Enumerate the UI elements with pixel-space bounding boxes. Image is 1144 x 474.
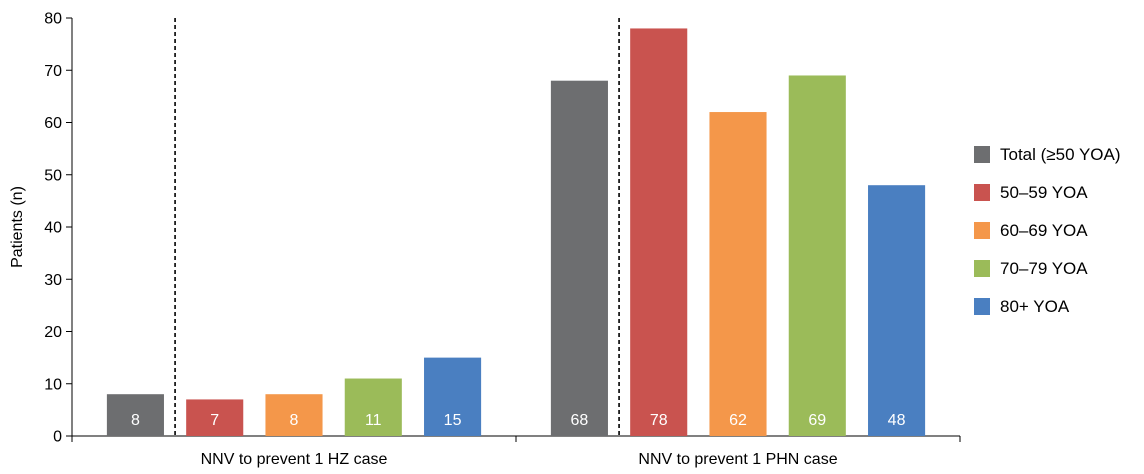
legend: Total (≥50 YOA) 50–59 YOA 60–69 YOA 70–79 Y… (974, 145, 1121, 316)
bar (106, 394, 164, 436)
legend-label: 50–59 YOA (1000, 183, 1088, 202)
bar (344, 378, 402, 436)
bar (550, 80, 608, 436)
legend-label: 60–69 YOA (1000, 221, 1088, 240)
y-axis-title: Patients (n) (9, 186, 26, 268)
x-ticks (71, 436, 961, 442)
bar-value-label: 69 (808, 412, 826, 429)
bar-value-labels: 8 7 8 11 15 68 78 62 69 48 (131, 412, 906, 429)
y-tick-label: 30 (44, 272, 62, 289)
legend-swatch (974, 260, 990, 277)
x-category-label: NNV to prevent 1 PHN case (638, 451, 837, 468)
bar (788, 75, 846, 436)
legend-swatch (974, 146, 990, 163)
bar (265, 394, 323, 436)
y-ticks: 0 10 20 30 40 50 60 70 80 (44, 11, 72, 446)
y-tick-label: 70 (44, 63, 62, 80)
bar-value-label: 78 (650, 412, 668, 429)
x-category-labels: NNV to prevent 1 HZ case NNV to prevent 1… (201, 451, 838, 468)
legend-label: 80+ YOA (1000, 297, 1070, 316)
bar (630, 28, 688, 436)
bar (424, 357, 482, 436)
y-tick-label: 0 (53, 429, 62, 446)
bar-value-label: 15 (444, 412, 462, 429)
y-tick-label: 50 (44, 167, 62, 184)
bar-value-label: 11 (365, 412, 382, 429)
y-tick-label: 10 (44, 376, 62, 393)
legend-swatch (974, 184, 990, 201)
bar-value-label: 8 (131, 412, 140, 429)
legend-label: 70–79 YOA (1000, 259, 1088, 278)
legend-swatch (974, 298, 990, 315)
y-axis: 0 10 20 30 40 50 60 70 80 Patients (n) (9, 11, 73, 446)
x-category-label: NNV to prevent 1 HZ case (201, 451, 388, 468)
y-tick-label: 60 (44, 115, 62, 132)
bar (868, 185, 926, 436)
bar (709, 112, 767, 437)
y-tick-label: 80 (44, 11, 62, 28)
y-tick-label: 20 (44, 324, 62, 341)
legend-label: Total (≥50 YOA) (1000, 145, 1121, 164)
bar-value-label: 48 (888, 412, 906, 429)
legend-swatch (974, 222, 990, 239)
bar (186, 399, 244, 436)
x-axis: NNV to prevent 1 HZ case NNV to prevent 1… (71, 435, 961, 468)
bars (106, 28, 926, 437)
bar-value-label: 62 (729, 412, 747, 429)
y-tick-label: 40 (44, 220, 62, 237)
bar-value-label: 68 (571, 412, 589, 429)
bar-value-label: 8 (290, 412, 299, 429)
bar-value-label: 7 (210, 412, 219, 429)
